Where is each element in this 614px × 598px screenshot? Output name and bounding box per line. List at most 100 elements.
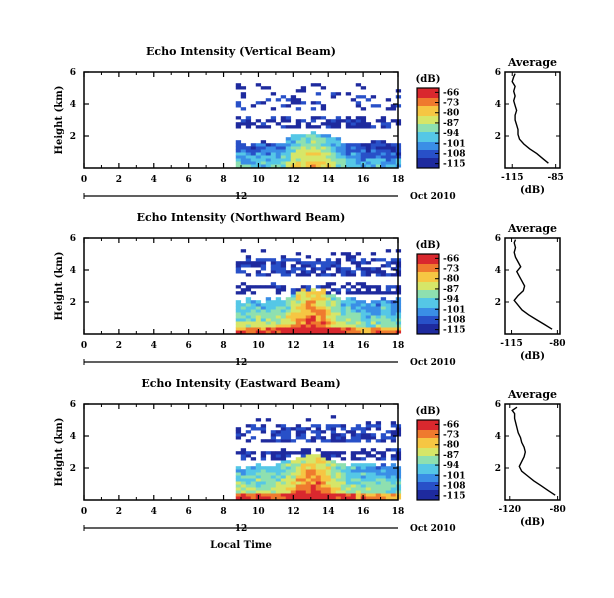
echo-cell: [335, 149, 342, 153]
echo-cell: [350, 158, 357, 162]
echo-cell: [360, 324, 367, 328]
echo-cell: [240, 330, 247, 334]
echo-cell: [295, 134, 302, 138]
echo-cell: [365, 327, 372, 331]
echo-cell: [235, 472, 242, 476]
echo-cell: [390, 104, 397, 108]
echo-cell: [330, 125, 337, 129]
echo-cell: [270, 258, 277, 262]
echo-cell: [380, 315, 387, 319]
echo-cell: [340, 433, 347, 437]
echo-cell: [255, 270, 262, 274]
echo-cell: [250, 161, 257, 165]
echo-cell: [365, 469, 372, 473]
echo-cell: [380, 472, 387, 476]
x-tick-label: 18: [392, 175, 405, 185]
echo-cell: [285, 433, 292, 437]
echo-cell: [370, 484, 377, 488]
profile-y-label: 2: [495, 464, 501, 474]
echo-cell: [335, 297, 342, 301]
echo-cell: [260, 472, 267, 476]
echo-cell: [265, 306, 272, 310]
echo-cell: [275, 288, 282, 292]
echo-cell: [260, 146, 267, 150]
echo-cell: [265, 466, 272, 470]
colorbar-frame: [416, 253, 440, 335]
echo-cell: [330, 487, 337, 491]
colorbar-swatch: [417, 326, 439, 329]
echo-cell: [335, 312, 342, 316]
echo-cell: [350, 258, 357, 262]
echo-cell: [325, 146, 332, 150]
echo-cell: [305, 330, 312, 334]
colorbar-tick-label: -73: [443, 265, 459, 275]
echo-cell: [360, 487, 367, 491]
echo-cell: [305, 418, 312, 422]
echo-cell: [355, 158, 362, 162]
echo-cell: [265, 324, 272, 328]
echo-cell: [385, 327, 392, 331]
echo-cell: [240, 448, 247, 452]
echo-cell: [280, 300, 287, 304]
echo-cell: [360, 430, 367, 434]
echo-cell: [315, 318, 322, 322]
colorbar-swatch: [417, 166, 439, 169]
echo-cell: [250, 164, 257, 168]
echo-cell: [310, 164, 317, 168]
echo-cell: [235, 149, 242, 153]
echo-cell: [305, 261, 312, 265]
echo-cell: [380, 312, 387, 316]
echo-cell: [335, 140, 342, 144]
echo-cell: [305, 427, 312, 431]
echo-cell: [375, 330, 382, 334]
colorbar-swatch: [417, 152, 439, 155]
echo-cell: [315, 83, 322, 87]
colorbar-swatch: [417, 102, 439, 105]
echo-cell: [255, 285, 262, 289]
echo-cell: [315, 478, 322, 482]
echo-cell: [350, 273, 357, 277]
echo-cell: [345, 469, 352, 473]
echo-cell: [260, 324, 267, 328]
echo-cell: [380, 291, 387, 295]
echo-cell: [320, 472, 327, 476]
echo-cell: [270, 146, 277, 150]
colorbar-swatch: [417, 118, 439, 121]
profile-title: Average: [507, 388, 557, 401]
echo-cell: [245, 469, 252, 473]
echo-cell: [300, 86, 307, 90]
echo-cell: [235, 496, 242, 500]
echo-cell: [350, 152, 357, 156]
echo-cell: [365, 288, 372, 292]
echo-cell: [235, 303, 242, 307]
colorbar-swatch: [417, 262, 439, 265]
colorbar-swatch: [417, 140, 439, 143]
echo-cell: [255, 303, 262, 307]
echo-cell: [325, 424, 332, 428]
echo-cell: [295, 306, 302, 310]
echo-cell: [280, 460, 287, 464]
echo-cell: [320, 430, 327, 434]
echo-cell: [315, 125, 322, 129]
echo-cell: [375, 164, 382, 168]
echo-cell: [285, 493, 292, 497]
echo-cell: [240, 288, 247, 292]
echo-cell: [250, 312, 257, 316]
echo-cell: [260, 86, 267, 90]
echo-cell: [235, 291, 242, 295]
echo-cell: [355, 282, 362, 286]
echo-cell: [275, 424, 282, 428]
echo-cell: [295, 469, 302, 473]
echo-cell: [245, 493, 252, 497]
colorbar-swatch: [417, 420, 439, 423]
echo-cell: [345, 273, 352, 277]
echo-cell: [320, 267, 327, 271]
echo-cell: [275, 321, 282, 325]
x-tick-label: 4: [151, 507, 157, 517]
echo-cell: [360, 451, 367, 455]
echo-cell: [265, 149, 272, 153]
echo-cell: [235, 433, 242, 437]
echo-cell: [360, 433, 367, 437]
colorbar-swatch: [417, 464, 439, 467]
echo-cell: [270, 321, 277, 325]
